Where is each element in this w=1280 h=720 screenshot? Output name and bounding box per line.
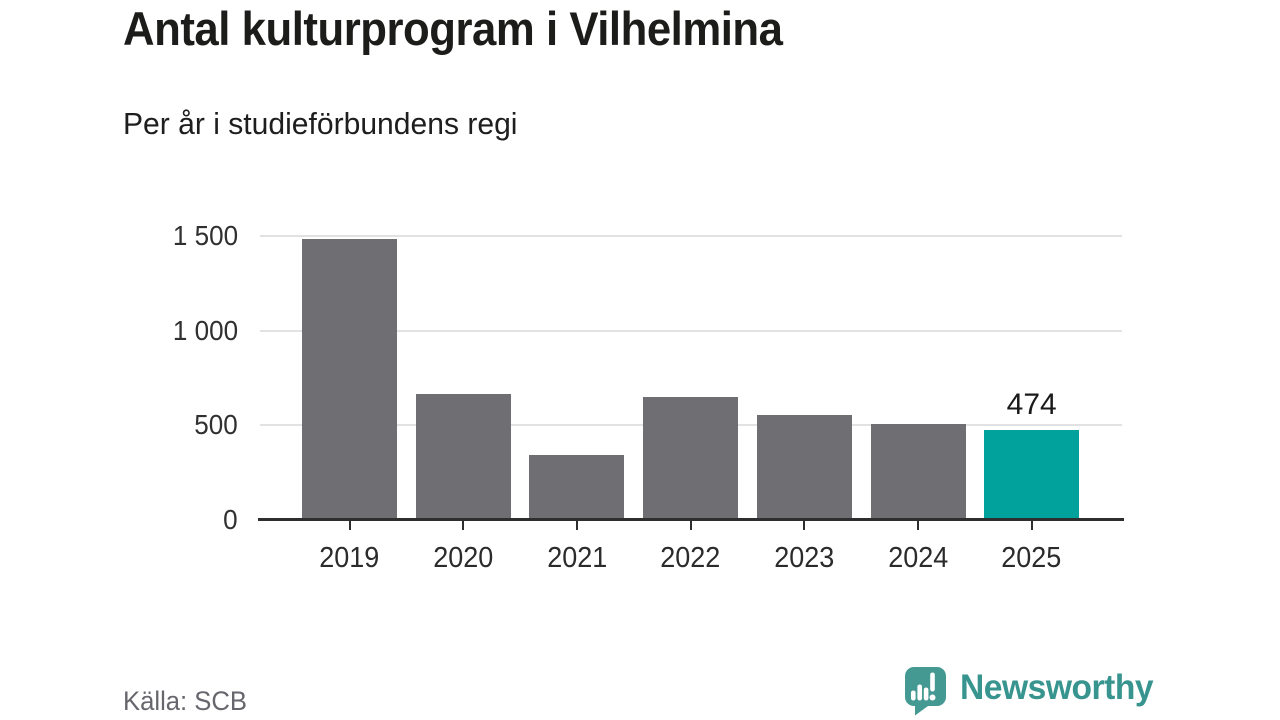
x-axis-label-2019: 2019 — [293, 540, 407, 576]
x-axis-label-2024: 2024 — [861, 540, 975, 576]
x-axis-line — [258, 518, 1124, 521]
x-axis-label-2020: 2020 — [406, 540, 520, 576]
x-axis-label-text: 2021 — [546, 542, 607, 574]
x-axis-tick — [917, 521, 919, 530]
x-axis-label-text: 2020 — [433, 542, 494, 574]
y-axis-tick-label: 0 — [100, 503, 238, 537]
bar-2025 — [984, 430, 1080, 520]
x-axis-tick — [575, 521, 578, 530]
y-axis-tick-text: 1 000 — [172, 314, 238, 346]
source-note: Källa: SCB — [123, 686, 248, 716]
x-axis-tick — [462, 521, 465, 530]
x-axis-tick — [348, 521, 351, 530]
x-axis-tick — [803, 521, 806, 530]
y-axis-tick-label: 1 000 — [100, 314, 238, 348]
x-axis-label-text: 2025 — [1001, 542, 1062, 574]
highlight-value-label: 474 — [1006, 388, 1057, 421]
bar-2020 — [415, 394, 511, 520]
x-axis-label-2022: 2022 — [634, 540, 748, 576]
newsworthy-bubble-chart-icon — [902, 664, 949, 720]
x-axis-label-text: 2019 — [319, 542, 380, 574]
gridline-1000 — [260, 329, 1122, 332]
chart-subtitle: Per år i studieförbundens regi — [123, 106, 518, 141]
y-axis-tick-text: 1 500 — [172, 220, 238, 251]
newsworthy-logo: Newsworthy — [902, 664, 1161, 720]
x-axis-label-2025: 2025 — [975, 540, 1089, 576]
bar-2022 — [643, 397, 739, 520]
chart-title: Antal kulturprogram i Vilhelmina — [123, 2, 783, 55]
x-axis-label-text: 2023 — [774, 542, 835, 574]
x-axis-label-2023: 2023 — [747, 540, 861, 576]
y-axis-tick-label: 1 500 — [100, 219, 238, 253]
x-axis-label-2021: 2021 — [520, 540, 634, 576]
x-axis-label-text: 2022 — [660, 542, 721, 574]
gridline-1500 — [260, 235, 1122, 237]
brand-name: Newsworthy — [960, 668, 1154, 707]
y-axis-tick-text: 0 — [223, 504, 238, 535]
x-axis-label-text: 2024 — [887, 542, 948, 574]
y-axis-tick-label: 500 — [100, 408, 238, 442]
bar-2024 — [870, 424, 966, 520]
y-axis-tick-text: 500 — [194, 409, 238, 441]
bar-2019 — [302, 239, 397, 520]
bar-2023 — [756, 415, 852, 520]
bar-2021 — [529, 455, 625, 520]
x-axis-tick — [689, 521, 692, 530]
x-axis-tick — [1030, 521, 1033, 530]
